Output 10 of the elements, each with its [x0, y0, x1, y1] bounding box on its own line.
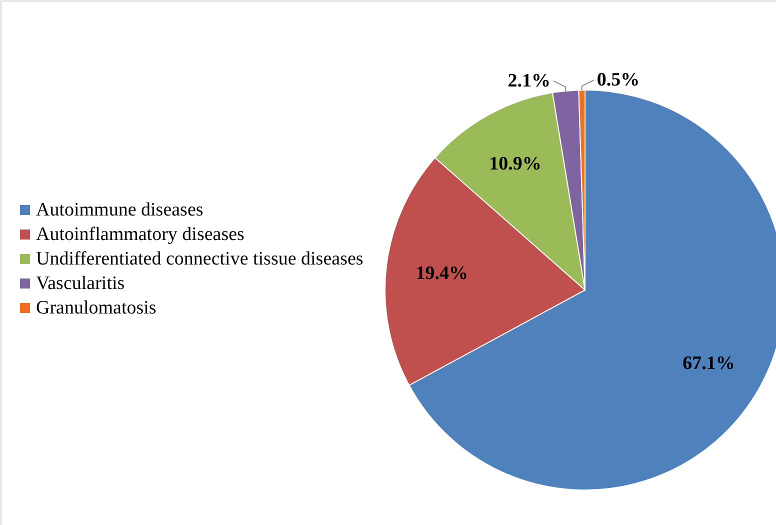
data-label: 10.9% — [489, 154, 542, 175]
legend-label: Vascularitis — [36, 273, 125, 294]
legend-label: Autoinflammatory diseases — [36, 224, 244, 245]
legend-label: Undifferentiated connective tissue diseases — [36, 248, 364, 270]
legend-label: Granulomatosis — [36, 298, 156, 318]
data-label: 19.4% — [416, 263, 468, 284]
data-label: 0.5% — [596, 70, 640, 91]
data-label: 2.1% — [508, 70, 551, 92]
data-label: 67.1% — [682, 353, 735, 374]
legend-label: Autoimmune diseases — [36, 200, 204, 220]
